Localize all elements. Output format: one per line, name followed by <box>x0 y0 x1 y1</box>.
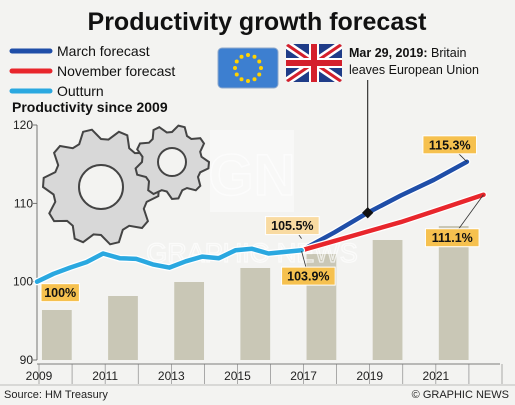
watermark-logo-box <box>210 130 294 212</box>
series-lines <box>33 158 487 286</box>
eu-star <box>246 53 250 57</box>
background-bar <box>41 310 72 360</box>
annotation-line1-rest: Britain <box>428 46 467 60</box>
value-label-box <box>40 283 80 303</box>
value-label: 103.9% <box>287 270 329 284</box>
x-axis: 2009 2011 2013 2015 2017 2019 2021 <box>26 363 503 384</box>
eu-star <box>233 66 237 70</box>
eu-star <box>234 72 239 77</box>
eu-star <box>252 77 257 82</box>
annotation-marker <box>362 207 374 219</box>
eu-star <box>239 54 244 59</box>
footer-credit: © GRAPHIC NEWS <box>412 389 509 401</box>
value-label: 111.1% <box>432 231 473 245</box>
y-tick-label: 110 <box>14 196 33 210</box>
gear-hole <box>157 147 187 177</box>
value-label: 115.3% <box>429 138 471 152</box>
background-bars <box>41 226 469 360</box>
eu-star <box>257 59 262 64</box>
uk-flag-icon <box>286 44 342 82</box>
annotation-line1: Mar 29, 2019: Britain <box>349 46 466 60</box>
eu-star <box>257 72 262 77</box>
watermark-logo: GN <box>209 143 296 208</box>
series-line-outturn <box>34 246 304 284</box>
value-label-box <box>424 228 480 248</box>
value-label: 105.5% <box>271 219 313 233</box>
flag-icons <box>217 44 342 89</box>
eu-star <box>234 59 239 64</box>
series-line-november-forecast <box>299 192 486 253</box>
annotation-date: Mar 29, 2019: <box>349 46 428 60</box>
y-tick-label: 100 <box>13 275 33 289</box>
background-bar <box>240 268 271 360</box>
legend-label-november: November forecast <box>57 63 175 79</box>
value-labels: 100% 105.5% 103.9% 115.3% 111.1% <box>40 135 484 303</box>
legend-label-outturn: Outturn <box>57 83 104 99</box>
background-bar <box>372 240 403 360</box>
legend: March forecast November forecast Outturn <box>9 43 175 99</box>
brexit-annotation: Mar 29, 2019: Britain leaves European Un… <box>349 46 479 219</box>
y-tick-label: 120 <box>13 118 33 132</box>
legend-label-march: March forecast <box>57 43 150 59</box>
eu-star <box>252 54 257 59</box>
gear-hole <box>78 164 124 210</box>
background-bar <box>174 282 205 360</box>
series-line-march-forecast <box>299 159 470 253</box>
eu-star <box>246 79 250 83</box>
eu-star <box>239 77 244 82</box>
y-tick-label: 90 <box>20 353 34 367</box>
value-label-box <box>265 216 320 236</box>
chart-subtitle: Productivity since 2009 <box>12 99 168 115</box>
value-label-box <box>281 266 336 286</box>
background-bar <box>108 296 138 360</box>
page-title: Productivity growth forecast <box>88 8 428 36</box>
footer-source: Source: HM Treasury <box>4 389 108 401</box>
y-axis: 90 100 110 120 <box>13 118 38 367</box>
eu-flag-icon <box>217 47 279 89</box>
annotation-line2: leaves European Union <box>349 63 479 77</box>
eu-star <box>259 66 263 70</box>
value-label-box <box>422 135 478 155</box>
background-bar <box>438 226 469 360</box>
gear-icons <box>41 124 211 246</box>
value-label: 100% <box>44 286 76 300</box>
